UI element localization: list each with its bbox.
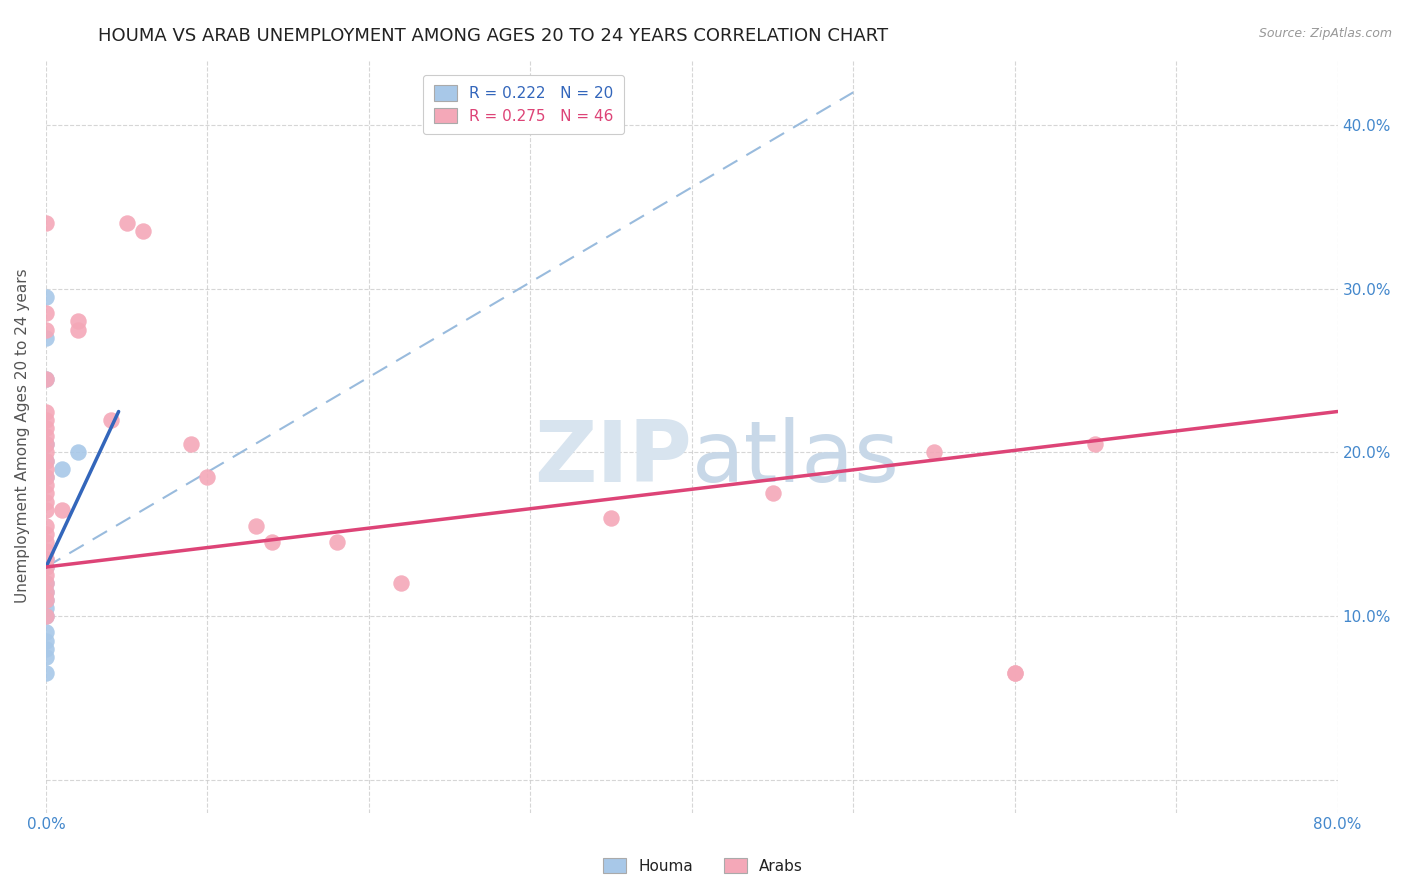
Point [325, 535, 347, 549]
Point [35, 453, 58, 467]
Point [35, 331, 58, 345]
Point [115, 216, 138, 230]
Point [761, 486, 783, 500]
Point [35, 650, 58, 665]
Point [35, 601, 58, 615]
Point [132, 224, 155, 238]
Point [180, 437, 202, 451]
Y-axis label: Unemployment Among Ages 20 to 24 years: Unemployment Among Ages 20 to 24 years [15, 268, 30, 603]
Point [35, 502, 58, 516]
Legend: Houma, Arabs: Houma, Arabs [598, 852, 808, 880]
Point [35, 641, 58, 656]
Point [35, 592, 58, 607]
Point [389, 576, 412, 591]
Point [35, 413, 58, 427]
Point [35, 486, 58, 500]
Point [1004, 666, 1026, 681]
Point [51, 462, 73, 476]
Point [35, 519, 58, 533]
Point [35, 576, 58, 591]
Point [35, 445, 58, 459]
Point [67, 323, 90, 337]
Point [197, 470, 219, 484]
Text: atlas: atlas [692, 417, 900, 500]
Point [67, 445, 90, 459]
Point [260, 535, 283, 549]
Point [35, 470, 58, 484]
Point [35, 372, 58, 386]
Point [35, 290, 58, 304]
Point [35, 437, 58, 451]
Point [35, 560, 58, 574]
Point [35, 216, 58, 230]
Point [35, 470, 58, 484]
Point [35, 404, 58, 418]
Point [51, 502, 73, 516]
Text: Source: ZipAtlas.com: Source: ZipAtlas.com [1258, 27, 1392, 40]
Point [100, 413, 122, 427]
Point [35, 576, 58, 591]
Point [35, 421, 58, 435]
Point [35, 551, 58, 566]
Point [35, 592, 58, 607]
Point [35, 633, 58, 648]
Point [600, 511, 623, 525]
Point [35, 453, 58, 467]
Point [35, 372, 58, 386]
Text: ZIP: ZIP [534, 417, 692, 500]
Point [35, 568, 58, 582]
Point [35, 584, 58, 599]
Point [35, 666, 58, 681]
Point [35, 429, 58, 443]
Point [35, 609, 58, 624]
Point [35, 543, 58, 558]
Point [67, 314, 90, 328]
Point [35, 560, 58, 574]
Point [35, 535, 58, 549]
Point [1084, 437, 1107, 451]
Point [35, 609, 58, 624]
Point [35, 551, 58, 566]
Point [35, 306, 58, 320]
Point [922, 445, 945, 459]
Point [35, 584, 58, 599]
Point [35, 625, 58, 640]
Point [245, 519, 267, 533]
Text: HOUMA VS ARAB UNEMPLOYMENT AMONG AGES 20 TO 24 YEARS CORRELATION CHART: HOUMA VS ARAB UNEMPLOYMENT AMONG AGES 20… [98, 27, 889, 45]
Point [35, 527, 58, 541]
Legend: R = 0.222   N = 20, R = 0.275   N = 46: R = 0.222 N = 20, R = 0.275 N = 46 [423, 75, 624, 134]
Point [1004, 666, 1026, 681]
Point [35, 494, 58, 508]
Point [35, 323, 58, 337]
Point [35, 462, 58, 476]
Point [35, 437, 58, 451]
Point [35, 478, 58, 492]
